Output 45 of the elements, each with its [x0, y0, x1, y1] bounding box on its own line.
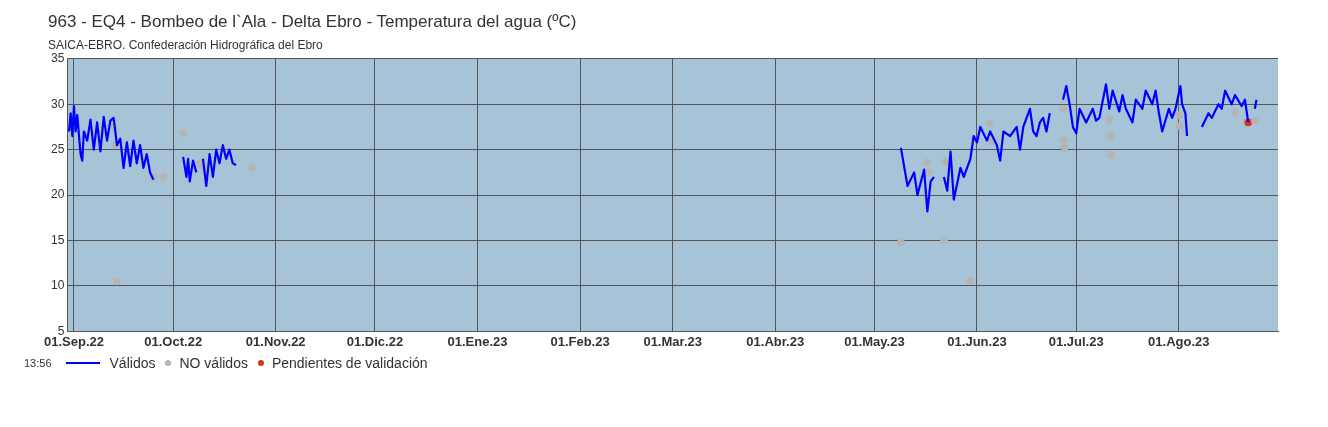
legend-label: Válidos — [109, 355, 156, 371]
legend-label: Pendientes de validación — [271, 355, 428, 371]
y-tick-label: 5 — [57, 323, 65, 338]
point — [923, 158, 932, 167]
text: 13:56 — [24, 357, 52, 369]
y-tick-label: 35 — [50, 51, 65, 66]
x-tick-label: 01.Feb.23 — [550, 333, 610, 349]
point — [1105, 115, 1114, 124]
point — [1059, 136, 1068, 145]
x-tick-label: 01.Abr.23 — [746, 333, 805, 349]
x-tick-label: 01.Ago.23 — [1148, 333, 1210, 349]
point — [939, 236, 948, 245]
point — [112, 277, 121, 286]
point — [1231, 108, 1239, 117]
chart-title: 963 - EQ4 - Bombeo de l`Ala - Delta Ebro - Temperatura del agua (ºC) — [48, 11, 577, 31]
point — [896, 238, 905, 247]
legend-label: NO válidos — [179, 355, 248, 371]
point — [159, 172, 168, 181]
x-tick-label: 01.Nov.22 — [245, 333, 306, 349]
y-tick-label: 20 — [50, 187, 65, 202]
y-tick-label: 25 — [50, 141, 65, 156]
point — [1250, 116, 1259, 125]
point — [1174, 111, 1183, 120]
chart-subtitle: SAICA-EBRO. Confederación Hidrográfica del Ebro — [48, 37, 324, 52]
x-tick-label: 01.May.23 — [844, 333, 905, 349]
point — [1106, 132, 1115, 141]
point — [925, 168, 934, 177]
x-tick-label: 01.Mar.23 — [643, 333, 702, 349]
point — [179, 129, 188, 138]
x-tick-label: 01.Ene.23 — [447, 333, 508, 349]
point — [1060, 143, 1069, 152]
x-tick-label: 01.Oct.22 — [144, 333, 203, 349]
x-tick-label: 01.Jun.23 — [947, 333, 1007, 349]
x-tick-label: 01.Dic.22 — [346, 333, 404, 349]
point — [1175, 122, 1184, 131]
x-tick-label: 01.Jul.23 — [1048, 333, 1104, 349]
y-tick-label: 15 — [50, 232, 65, 247]
y-tick-label: 10 — [50, 278, 65, 293]
point — [986, 119, 995, 128]
y-tick-label: 30 — [50, 96, 65, 111]
point — [248, 163, 257, 172]
point — [966, 276, 975, 285]
point — [941, 157, 950, 166]
point — [1058, 104, 1067, 113]
point — [1106, 151, 1115, 160]
